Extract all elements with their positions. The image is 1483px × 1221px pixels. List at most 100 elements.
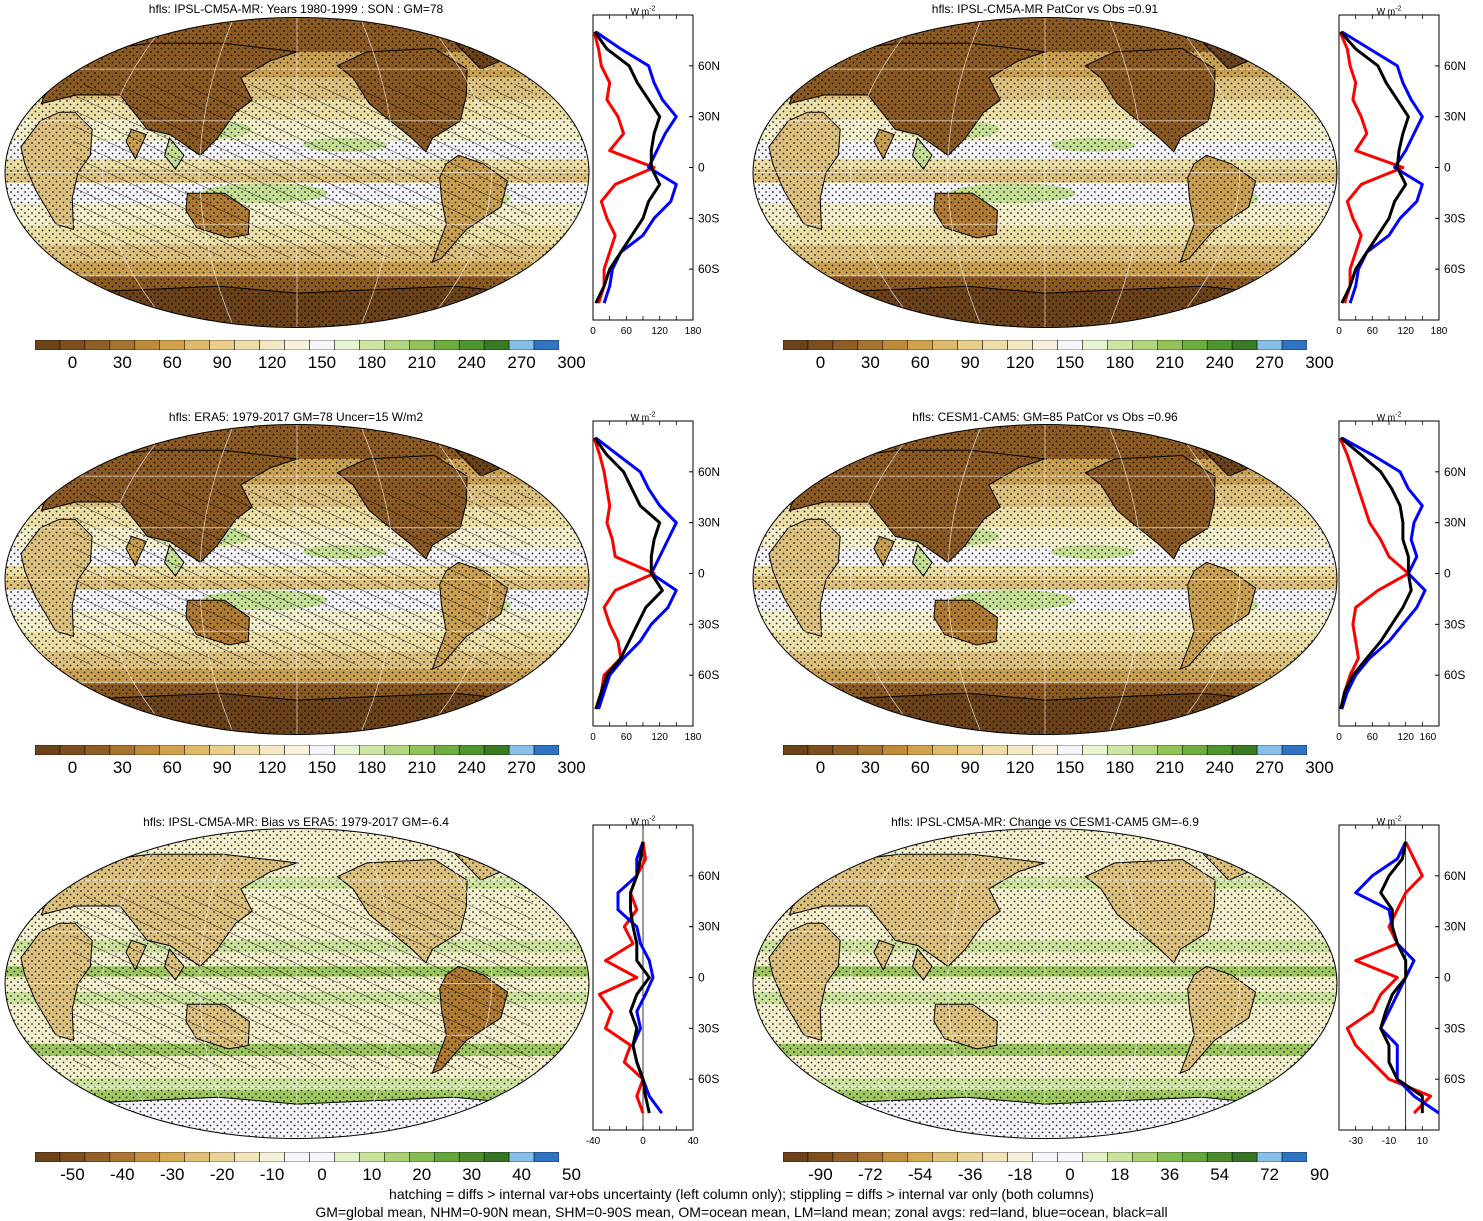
colorbar-swatch — [832, 1152, 859, 1162]
hatching — [72, 84, 534, 258]
zonal-plot-1: W m-2 60N 30N 0 30S 60S 0 60 120 180 — [590, 6, 720, 338]
colorbar-panel-2 — [783, 340, 1307, 350]
panel-4-title: hfls: CESM1-CAM5: GM=85 PatCor vs Obs =0… — [912, 410, 1178, 424]
colorbar-tick-label: 180 — [357, 758, 387, 777]
colorbar-swatch — [1132, 340, 1158, 350]
colorbar-swatch — [109, 1152, 136, 1162]
colorbar-swatch — [832, 340, 859, 350]
colorbar-swatch — [1007, 1152, 1033, 1162]
colorbar-panel-1 — [35, 340, 559, 350]
colorbar-swatch — [932, 340, 958, 350]
colorbar-swatch — [1107, 745, 1133, 755]
colorbar-tick-label: 120 — [1005, 353, 1035, 372]
graticule-lon — [423, 17, 493, 328]
colorbar-swatch — [483, 340, 510, 350]
x-tick-label: 180 — [1431, 326, 1448, 337]
colorbar-swatch — [783, 340, 809, 350]
colorbar-swatch — [433, 1152, 460, 1162]
panel-1-title: hfls: IPSL-CM5A-MR: Years 1980-1999 : SO… — [148, 2, 444, 16]
lat-tick-label: 60S — [1444, 1072, 1465, 1086]
x-tick-label: -30 — [1348, 1136, 1363, 1147]
graticule-lon — [1107, 424, 1143, 735]
zonal-units-label: W m-2 — [631, 6, 656, 17]
colorbar-swatch — [359, 745, 385, 755]
map-panel-5 — [4, 828, 590, 1139]
map-outline — [4, 424, 590, 735]
map-outline — [752, 17, 1338, 328]
colorbar-swatch — [957, 1152, 983, 1162]
colorbar-tick-label: 90 — [1310, 1165, 1329, 1184]
colorbar-swatch — [384, 340, 410, 350]
lat-tick-label: 0 — [698, 567, 705, 581]
zonal-series-land — [1338, 31, 1405, 304]
zonal-units-label: W m-2 — [1377, 816, 1402, 827]
colorbar-swatch — [1007, 340, 1033, 350]
colorbar-swatch — [1157, 340, 1183, 350]
graticule-lon — [101, 828, 171, 1139]
lat-tick-label: 60N — [1444, 59, 1466, 73]
colorbar-swatch — [957, 745, 983, 755]
colorbar-swatch — [1181, 745, 1208, 755]
colorbar-tick-label: 0 — [67, 353, 78, 372]
colorbar-swatch — [1132, 1152, 1158, 1162]
colorbar-swatch — [159, 340, 185, 350]
colorbar-swatch — [533, 1152, 559, 1162]
colorbar-tick-label: 270 — [1255, 758, 1284, 777]
graticule-lon — [199, 828, 235, 1139]
graticule-lon — [849, 424, 919, 735]
colorbar-swatch — [334, 745, 360, 755]
colorbar-tick-label: 30 — [860, 758, 880, 777]
x-tick-label: 60 — [621, 732, 633, 743]
graticule-lon — [359, 17, 395, 328]
colorbar-tick-label: -54 — [907, 1165, 933, 1184]
colorbar-swatch — [857, 340, 884, 350]
colorbar-swatch — [483, 1152, 510, 1162]
colorbar-tick-label: 60 — [162, 758, 182, 777]
map-outline — [4, 828, 590, 1139]
colorbar-swatch — [1132, 745, 1158, 755]
colorbar-swatch — [84, 340, 111, 350]
colorbar-tick-label: 240 — [1205, 758, 1234, 777]
colorbar-tick-label: 210 — [1155, 353, 1184, 372]
colorbar-swatch — [533, 340, 559, 350]
colorbar-tick-label: 300 — [557, 758, 586, 777]
colorbar-swatch — [59, 1152, 86, 1162]
lat-tick-label: 30N — [1444, 920, 1466, 934]
colorbar-swatch — [1032, 340, 1058, 350]
lat-tick-label: 30S — [1444, 1021, 1465, 1035]
graticule-lon — [1171, 828, 1241, 1139]
colorbar-tick-label: 90 — [212, 353, 232, 372]
colorbar-swatch — [234, 1152, 260, 1162]
colorbar-tick-label: 240 — [457, 353, 486, 372]
colorbar-tick-label: 180 — [357, 353, 387, 372]
colorbar-swatch — [433, 340, 460, 350]
x-tick-label: 160 — [1420, 732, 1437, 743]
graticule-lon — [199, 17, 235, 328]
lat-tick-label: 60S — [698, 262, 719, 276]
colorbar-tick-label: -10 — [259, 1165, 285, 1184]
colorbar-swatch — [1231, 745, 1258, 755]
colorbar-swatch — [309, 340, 335, 350]
colorbar-swatch — [1181, 1152, 1208, 1162]
colorbar-tick-label: 40 — [512, 1165, 532, 1184]
lat-tick-label: 30N — [1444, 110, 1466, 124]
colorbar-swatch — [458, 745, 485, 755]
colorbar-tick-label: -20 — [209, 1165, 235, 1184]
colorbar-swatch — [783, 745, 809, 755]
lat-tick-label: 60S — [1444, 668, 1465, 682]
colorbar-swatch — [1206, 1152, 1233, 1162]
x-tick-label: 60 — [621, 326, 633, 337]
colorbar-tick-label: 180 — [1105, 758, 1135, 777]
colorbar-swatch — [334, 1152, 360, 1162]
colorbar-tick-label: 10 — [362, 1165, 382, 1184]
colorbar-swatch — [409, 1152, 435, 1162]
colorbar-tick-label: -36 — [957, 1165, 983, 1184]
colorbar-swatch — [109, 745, 136, 755]
zonal-series-all — [593, 437, 664, 710]
graticule-lon — [1171, 17, 1241, 328]
colorbar-tick-label: 150 — [307, 758, 337, 777]
colorbar-swatch — [109, 340, 136, 350]
colorbar-swatch — [284, 1152, 310, 1162]
x-tick-label: 60 — [1367, 732, 1379, 743]
graticule-lon — [1107, 828, 1143, 1139]
